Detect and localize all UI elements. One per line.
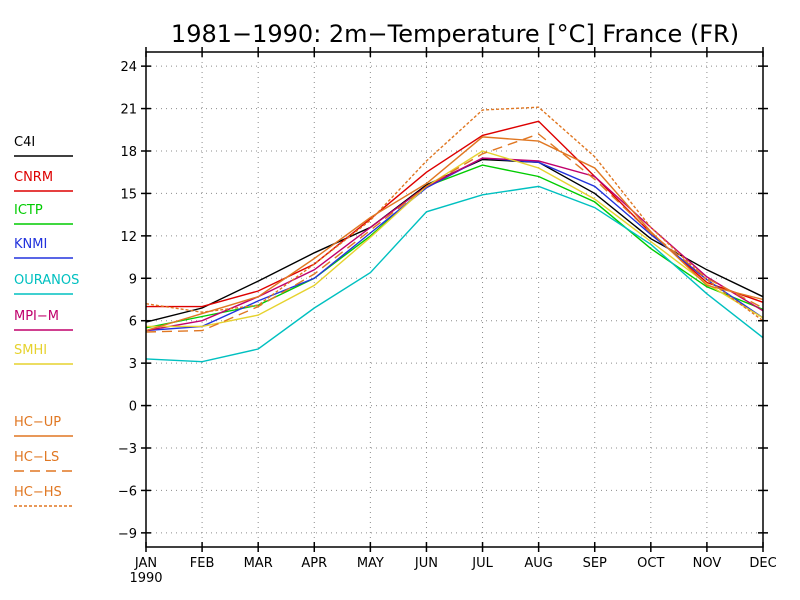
legend-label: C4I [14,135,35,150]
series-line-1 [146,120,764,308]
y-tick-label: 15 [120,187,137,202]
series-line-5 [145,157,764,332]
x-tick-label: OCT [637,556,664,571]
legend-label: HC−LS [14,450,59,465]
x-tick-label: SEP [583,556,607,571]
series-line-6 [146,150,764,328]
x-tick-label: MAY [357,556,384,571]
y-tick-label: −6 [118,484,137,499]
x-tick-label: DEC [749,556,776,571]
series-line-0 [145,158,764,323]
x-tick-label: MAR [244,556,273,571]
series-line-8 [145,133,764,333]
series-line-4 [145,185,764,363]
x-year-label: 1990 [129,571,162,586]
y-tick-label: 21 [120,103,137,118]
x-tick-label: JAN [134,556,157,571]
y-tick-label: 6 [129,315,137,330]
series-line-7 [145,136,764,332]
legend-label: SMHI [14,343,47,358]
legend-label: HC−UP [14,415,61,430]
y-tick-label: −9 [118,527,137,542]
legend-label: HC−HS [14,485,62,500]
grid [146,52,763,547]
legend-label: OURANOS [14,273,79,288]
series-lines [145,106,764,363]
plot-frame [145,51,764,548]
chart-title: 1981−1990: 2m−Temperature [°C] France (F… [171,20,739,48]
y-tick-label: 24 [120,60,137,75]
y-tick-label: 12 [120,230,137,245]
legend-label: CNRM [14,170,53,185]
x-tick-label: JUN [414,556,438,571]
x-tick-label: JUL [471,556,493,571]
x-tick-label: NOV [693,556,722,571]
x-tick-label: AUG [524,556,552,571]
x-axis: JAN FEB MAR APR MAY JUN JUL AUG SEP OCT NOV DEC [134,47,777,571]
y-tick-label: 18 [120,145,137,160]
series-line-2 [145,164,764,329]
legend-label: MPI−M [14,309,59,324]
y-tick-label: −3 [118,442,137,457]
y-axis: 24 21 18 15 12 9 6 3 0 −3 −6 −9 [118,60,768,542]
legend: C4I CNRM ICTP KNMI OURANOS MPI−M SMHI HC−UP HC−L… [14,135,79,507]
x-tick-label: FEB [190,556,215,571]
y-tick-label: 9 [129,272,137,287]
y-tick-label: 0 [129,400,137,415]
y-tick-label: 3 [129,357,137,372]
series-line-9 [145,106,764,322]
legend-label: ICTP [14,203,43,218]
legend-label: KNMI [14,237,47,252]
x-tick-label: APR [301,556,327,571]
